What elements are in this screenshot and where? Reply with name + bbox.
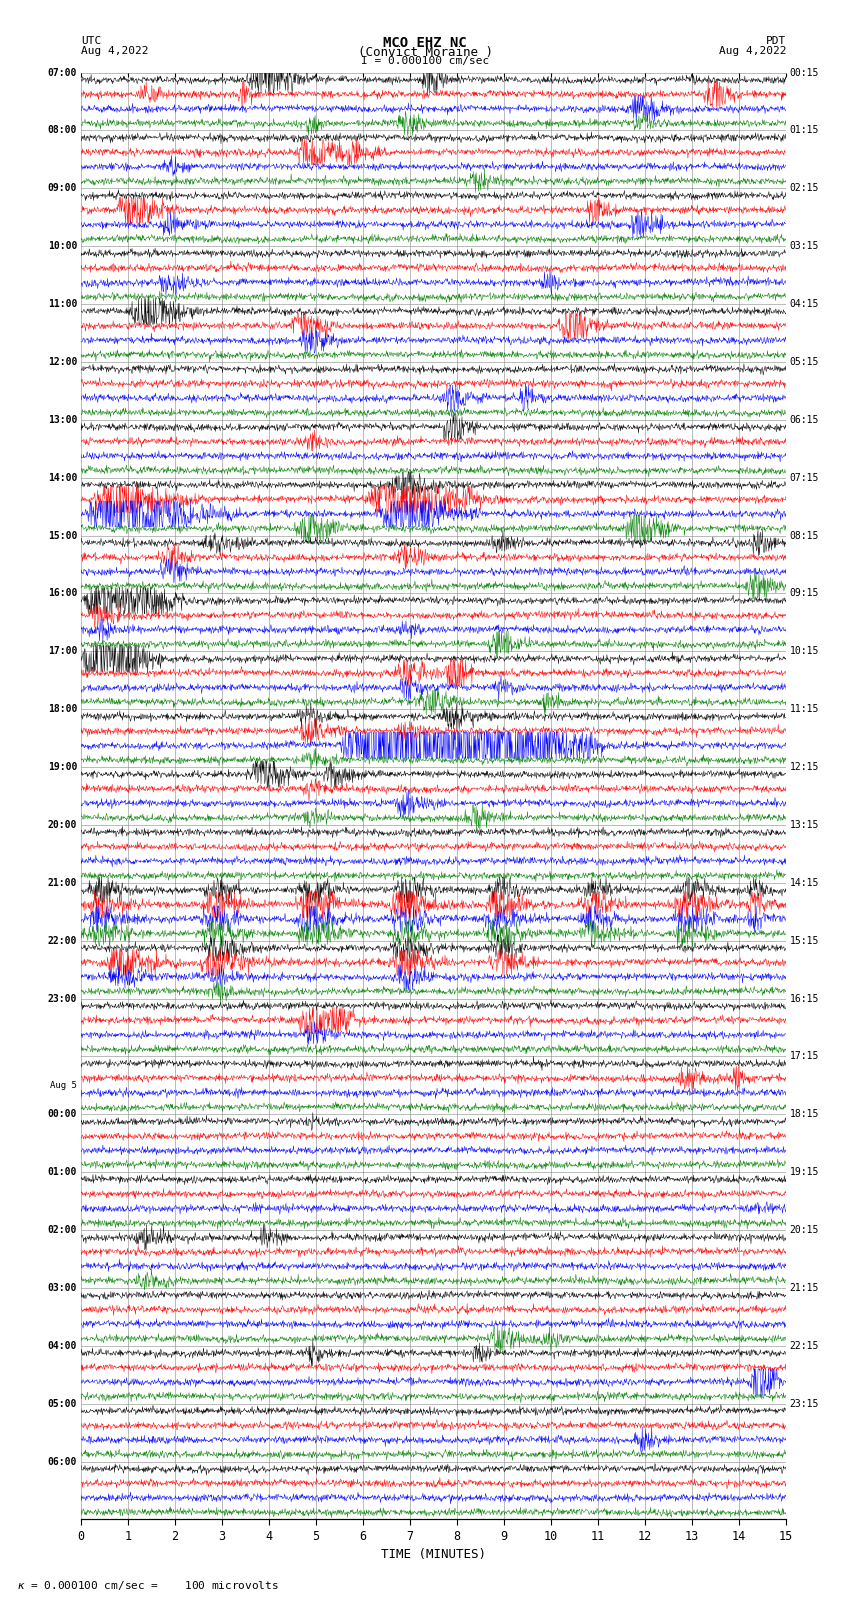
Text: 02:15: 02:15 — [790, 184, 819, 194]
Text: 05:15: 05:15 — [790, 356, 819, 366]
Text: $\kappa$ = 0.000100 cm/sec =    100 microvolts: $\kappa$ = 0.000100 cm/sec = 100 microvo… — [17, 1579, 279, 1592]
Text: 07:15: 07:15 — [790, 473, 819, 482]
Text: 23:15: 23:15 — [790, 1398, 819, 1408]
Text: Aug 4,2022: Aug 4,2022 — [719, 45, 786, 56]
Text: 05:00: 05:00 — [48, 1398, 77, 1408]
Text: 01:15: 01:15 — [790, 126, 819, 135]
X-axis label: TIME (MINUTES): TIME (MINUTES) — [381, 1548, 486, 1561]
Text: 12:00: 12:00 — [48, 356, 77, 366]
Text: MCO EHZ NC: MCO EHZ NC — [383, 37, 467, 50]
Text: 21:00: 21:00 — [48, 877, 77, 887]
Text: 22:15: 22:15 — [790, 1340, 819, 1350]
Text: 00:00: 00:00 — [48, 1110, 77, 1119]
Text: 15:00: 15:00 — [48, 531, 77, 540]
Text: 14:15: 14:15 — [790, 877, 819, 887]
Text: I = 0.000100 cm/sec: I = 0.000100 cm/sec — [361, 56, 489, 66]
Text: 06:00: 06:00 — [48, 1457, 77, 1466]
Text: 21:15: 21:15 — [790, 1282, 819, 1294]
Text: 17:15: 17:15 — [790, 1052, 819, 1061]
Text: 14:00: 14:00 — [48, 473, 77, 482]
Text: 22:00: 22:00 — [48, 936, 77, 945]
Text: 17:00: 17:00 — [48, 647, 77, 656]
Text: 01:00: 01:00 — [48, 1168, 77, 1177]
Text: 12:15: 12:15 — [790, 761, 819, 773]
Text: (Convict Moraine ): (Convict Moraine ) — [358, 45, 492, 60]
Text: 00:15: 00:15 — [790, 68, 819, 77]
Text: 03:15: 03:15 — [790, 242, 819, 252]
Text: UTC: UTC — [81, 37, 101, 47]
Text: 11:15: 11:15 — [790, 705, 819, 715]
Text: Aug 4,2022: Aug 4,2022 — [81, 45, 148, 56]
Text: 04:15: 04:15 — [790, 298, 819, 310]
Text: 08:15: 08:15 — [790, 531, 819, 540]
Text: PDT: PDT — [766, 37, 786, 47]
Text: 10:00: 10:00 — [48, 242, 77, 252]
Text: 19:15: 19:15 — [790, 1168, 819, 1177]
Text: 18:15: 18:15 — [790, 1110, 819, 1119]
Text: 13:00: 13:00 — [48, 415, 77, 424]
Text: 09:00: 09:00 — [48, 184, 77, 194]
Text: 20:15: 20:15 — [790, 1226, 819, 1236]
Text: 16:15: 16:15 — [790, 994, 819, 1003]
Text: 10:15: 10:15 — [790, 647, 819, 656]
Text: 20:00: 20:00 — [48, 819, 77, 831]
Text: 03:00: 03:00 — [48, 1282, 77, 1294]
Text: 16:00: 16:00 — [48, 589, 77, 598]
Text: 08:00: 08:00 — [48, 126, 77, 135]
Text: 09:15: 09:15 — [790, 589, 819, 598]
Text: 11:00: 11:00 — [48, 298, 77, 310]
Text: 06:15: 06:15 — [790, 415, 819, 424]
Text: 19:00: 19:00 — [48, 761, 77, 773]
Text: 07:00: 07:00 — [48, 68, 77, 77]
Text: 18:00: 18:00 — [48, 705, 77, 715]
Text: 04:00: 04:00 — [48, 1340, 77, 1350]
Text: 15:15: 15:15 — [790, 936, 819, 945]
Text: 23:00: 23:00 — [48, 994, 77, 1003]
Text: 13:15: 13:15 — [790, 819, 819, 831]
Text: Aug 5: Aug 5 — [50, 1081, 77, 1090]
Text: 02:00: 02:00 — [48, 1226, 77, 1236]
